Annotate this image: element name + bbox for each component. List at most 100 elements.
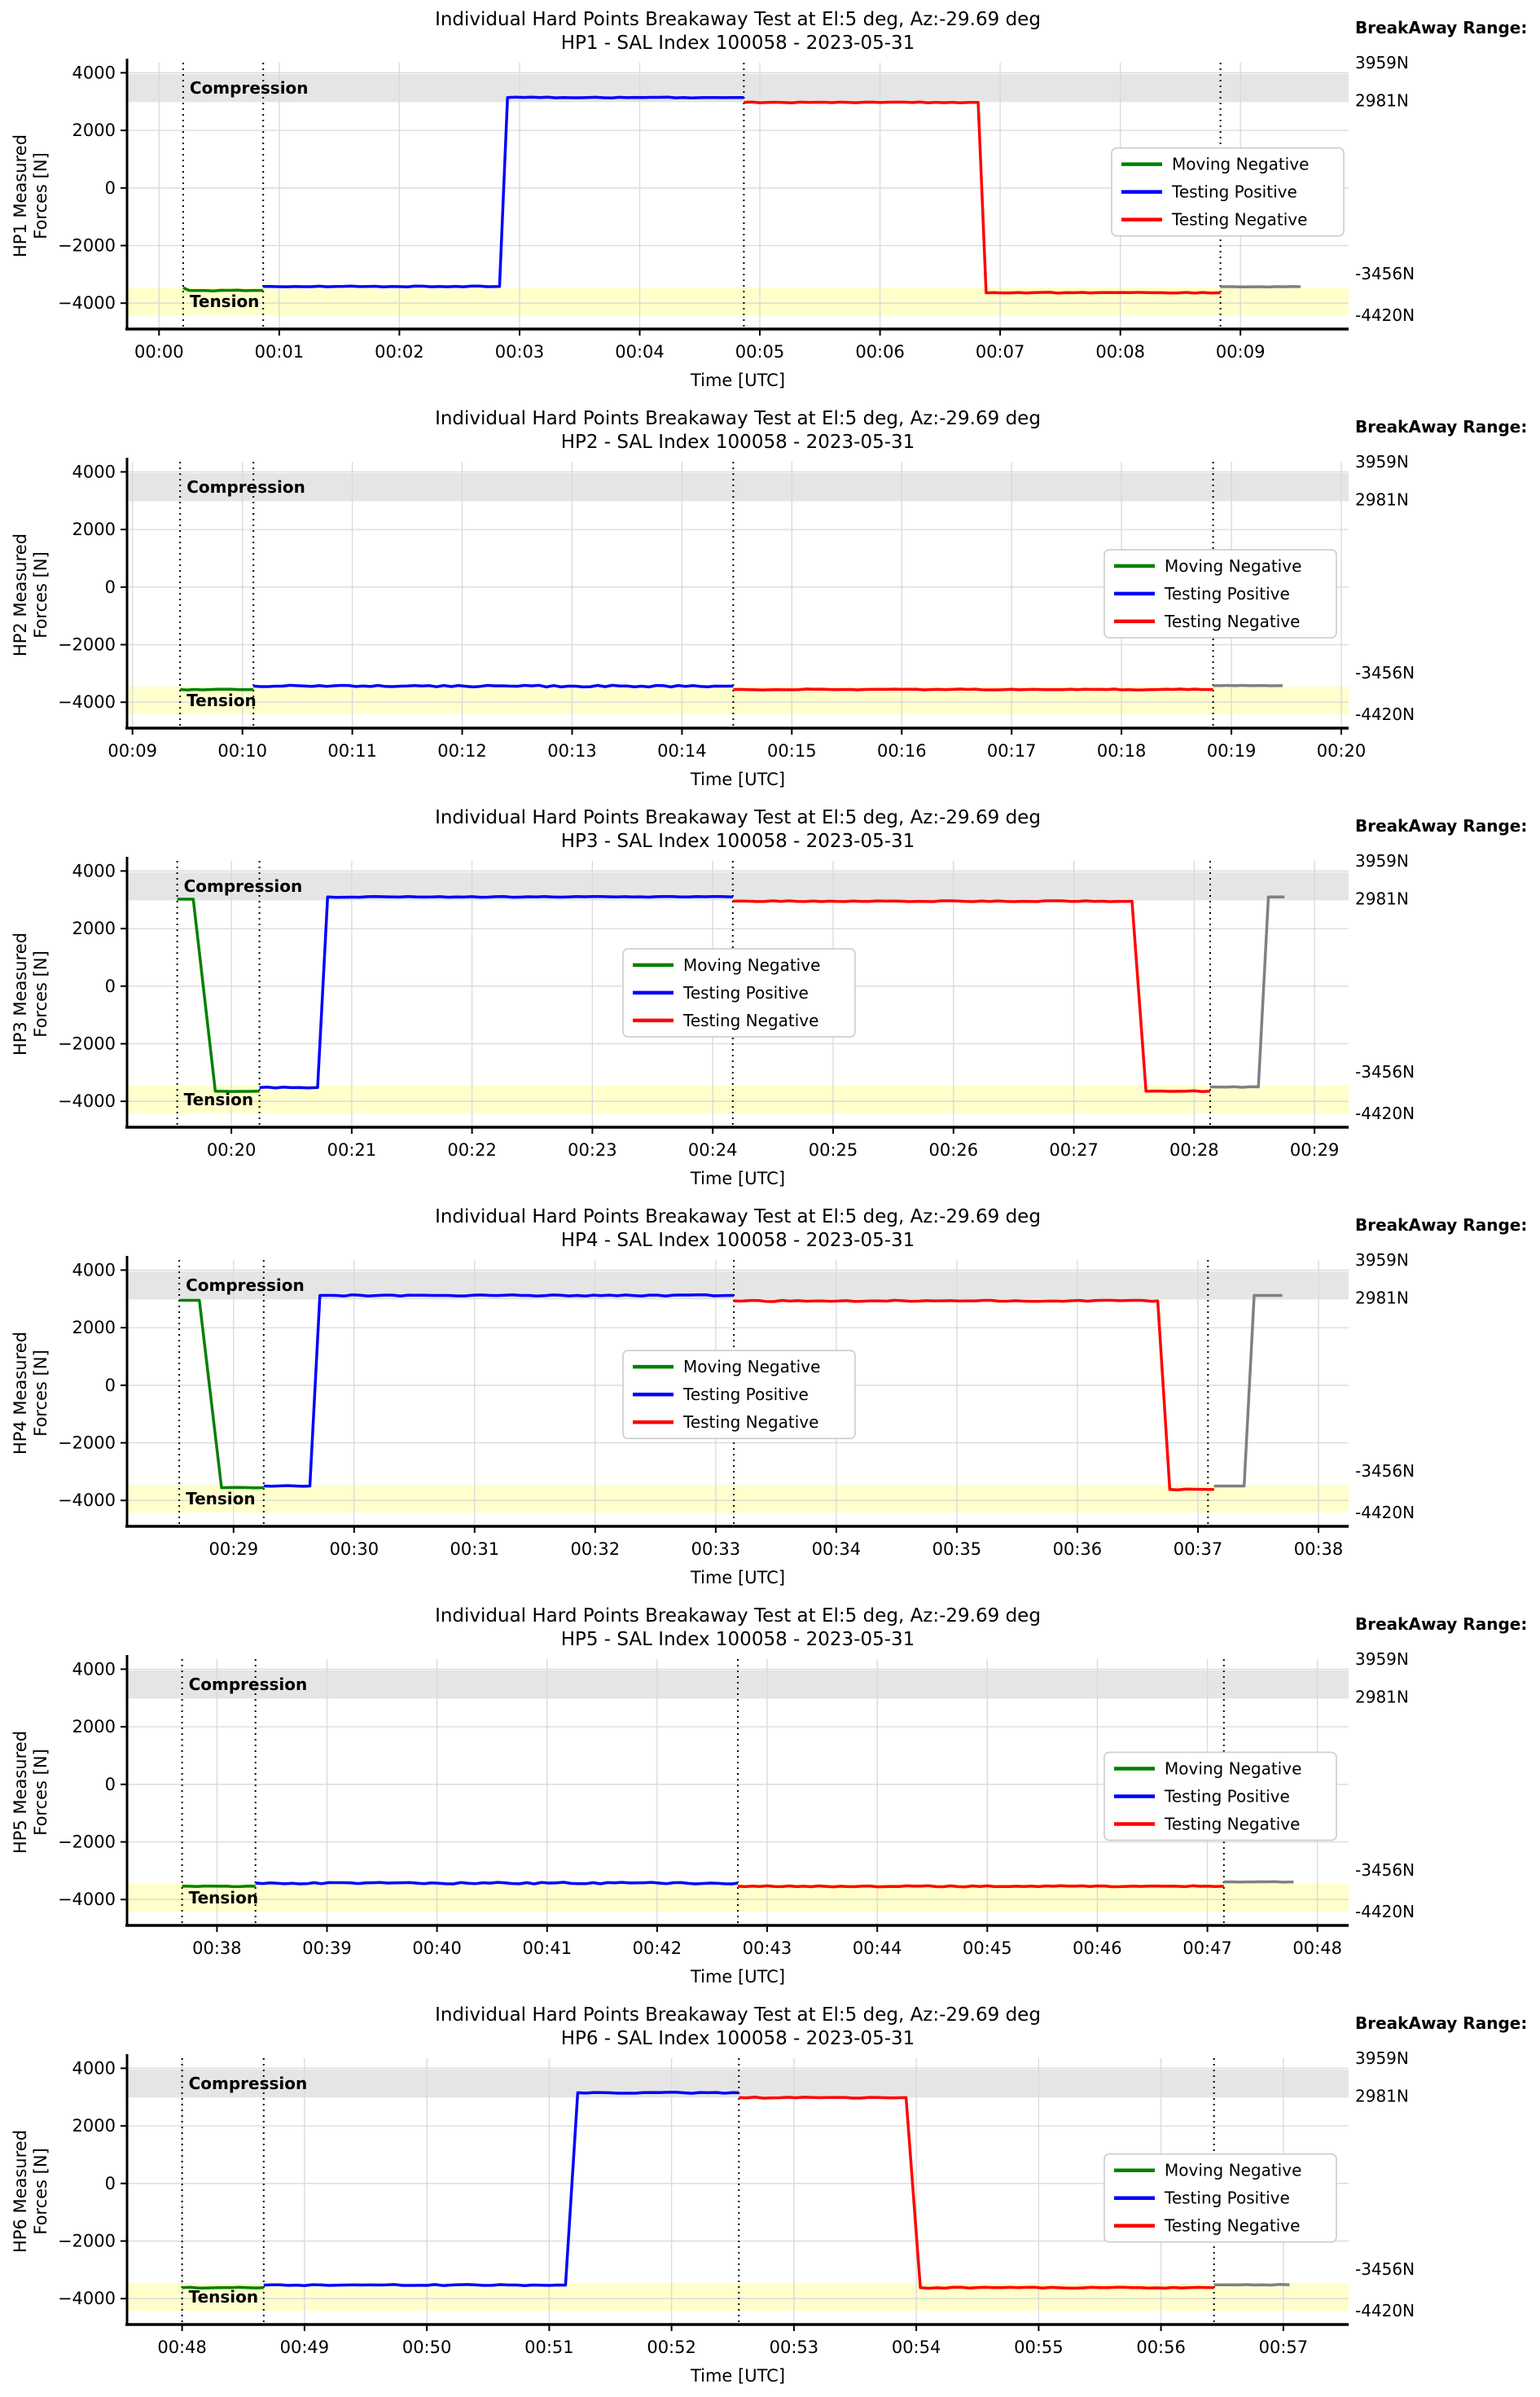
x-tick-label: 00:50 [402,2338,452,2357]
x-tick-label: 00:30 [330,1539,380,1559]
x-axis-label: Time [UTC] [690,1967,785,1987]
x-tick-label: 00:15 [767,741,817,761]
compression-label: Compression [190,78,309,98]
compression-label: Compression [189,2074,308,2093]
compression-band [127,871,1349,901]
x-tick-label: 00:14 [657,741,707,761]
x-tick-label: 00:42 [633,1938,682,1958]
x-tick-label: 00:53 [770,2338,819,2357]
breakaway-value-label: -3456N [1355,663,1415,683]
x-tick-label: 00:31 [450,1539,500,1559]
chart-title-line1: Individual Hard Points Breakaway Test at… [435,408,1041,429]
breakaway-header: BreakAway Range: [1355,1614,1527,1634]
x-tick-label: 00:36 [1053,1539,1103,1559]
legend-label: Testing Positive [1164,584,1290,604]
x-axis-label: Time [UTC] [690,2366,785,2386]
legend: Moving Negative Testing Positive Testing N… [622,948,856,1038]
y-axis-label-line2: Forces [N] [31,950,50,1038]
x-tick-label: 00:28 [1169,1140,1219,1160]
legend-label: Moving Negative [683,1357,820,1376]
x-tick-label: 00:07 [976,342,1025,362]
tension-label: Tension [186,691,257,710]
breakaway-value-label: 3959N [1355,53,1409,72]
chart-hp2-svg: Compression Tension 4000 2000 0 −2000 −4000 00:… [11,408,1527,789]
tension-label: Tension [186,1489,256,1508]
breakaway-value-label: -3456N [1355,1062,1415,1082]
legend: Moving Negative Testing Positive Testing N… [622,1350,856,1439]
x-tick-label: 00:38 [192,1938,242,1958]
chart-hp4: Compression Tension 4000 2000 0 −2000 −4000 00:… [0,1197,1540,1596]
legend-label: Testing Positive [1164,1786,1290,1806]
breakaway-value-label: 3959N [1355,851,1409,871]
legend-label: Testing Positive [1171,182,1297,202]
y-tick-label: 0 [105,577,116,597]
x-tick-label: 00:10 [217,741,267,761]
y-tick-label: −4000 [58,1890,116,1909]
series-moving-negative [177,898,260,1093]
breakaway-header: BreakAway Range: [1355,417,1527,437]
x-tick-label: 00:37 [1174,1539,1223,1559]
chart-title-line2: HP3 - SAL Index 100058 - 2023-05-31 [561,831,915,852]
x-tick-label: 00:16 [877,741,927,761]
compression-label: Compression [186,477,305,497]
y-tick-label: 4000 [72,63,116,82]
chart-title-line2: HP1 - SAL Index 100058 - 2023-05-31 [561,33,915,54]
x-tick-label: 00:09 [1216,342,1266,362]
x-tick-label: 00:23 [568,1140,617,1160]
x-tick-label: 00:24 [688,1140,738,1160]
x-tick-label: 00:41 [523,1938,573,1958]
series-testing-positive [259,894,733,1090]
x-tick-label: 00:47 [1182,1938,1232,1958]
y-tick-label: −2000 [58,635,116,655]
chart-title-line1: Individual Hard Points Breakaway Test at… [435,807,1041,828]
x-tick-label: 00:57 [1259,2338,1309,2357]
breakaway-value-label: 2981N [1355,489,1409,509]
breakaway-value-label: -3456N [1355,2259,1415,2279]
legend-label: Testing Positive [682,1385,809,1404]
chart-title-line2: HP2 - SAL Index 100058 - 2023-05-31 [561,432,915,453]
legend-box [622,948,856,1038]
y-tick-label: 2000 [72,520,116,539]
breakaway-value-label: 2981N [1355,2086,1409,2105]
chart-title-line2: HP6 - SAL Index 100058 - 2023-05-31 [561,2028,915,2049]
x-tick-label: 00:13 [547,741,597,761]
x-axis-label: Time [UTC] [690,1169,785,1188]
series-testing-positive [263,2091,739,2287]
x-tick-label: 00:22 [447,1140,497,1160]
chart-hp6-svg: Compression Tension 4000 2000 0 −2000 −4000 00:… [11,2004,1527,2386]
legend-box [622,1350,856,1439]
x-tick-label: 00:40 [412,1938,462,1958]
chart-hp3-svg: Compression Tension 4000 2000 0 −2000 −4000 00:… [11,807,1527,1188]
breakaway-value-label: -3456N [1355,1860,1415,1880]
series-testing-positive [263,1293,735,1488]
breakaway-value-label: -4420N [1355,1503,1415,1522]
breakaway-value-label: -4420N [1355,305,1415,325]
chart-title-line2: HP4 - SAL Index 100058 - 2023-05-31 [561,1230,915,1251]
breakaway-header: BreakAway Range: [1355,816,1527,836]
legend-box [1103,2153,1337,2243]
series-moving-negative [182,1884,256,1889]
x-tick-label: 00:49 [280,2338,330,2357]
legend-label: Moving Negative [1165,1758,1301,1778]
chart-title-line1: Individual Hard Points Breakaway Test at… [435,2004,1041,2026]
legend-label: Moving Negative [1172,155,1309,174]
x-tick-label: 00:06 [855,342,905,362]
breakaway-value-label: 2981N [1355,90,1409,110]
series-moving-negative [182,2285,264,2289]
y-axis-label-line2: Forces [N] [31,152,50,239]
y-axis-label-line1: HP5 Measured [11,1731,30,1854]
breakaway-value-label: 3959N [1355,2048,1409,2068]
y-axis-label-line2: Forces [N] [31,551,50,639]
x-tick-label: 00:44 [853,1938,902,1958]
legend-label: Testing Negative [1171,210,1307,230]
legend-label: Testing Positive [682,983,809,1003]
breakaway-value-label: -3456N [1355,1461,1415,1481]
compression-label: Compression [186,1275,305,1295]
breakaway-value-label: 2981N [1355,1687,1409,1706]
y-tick-label: −2000 [58,1433,116,1453]
y-tick-label: −2000 [58,1034,116,1054]
x-tick-label: 00:21 [327,1140,377,1160]
x-tick-label: 00:48 [1292,1938,1342,1958]
x-tick-label: 00:48 [157,2338,207,2357]
y-axis-label-line1: HP3 Measured [11,933,30,1056]
